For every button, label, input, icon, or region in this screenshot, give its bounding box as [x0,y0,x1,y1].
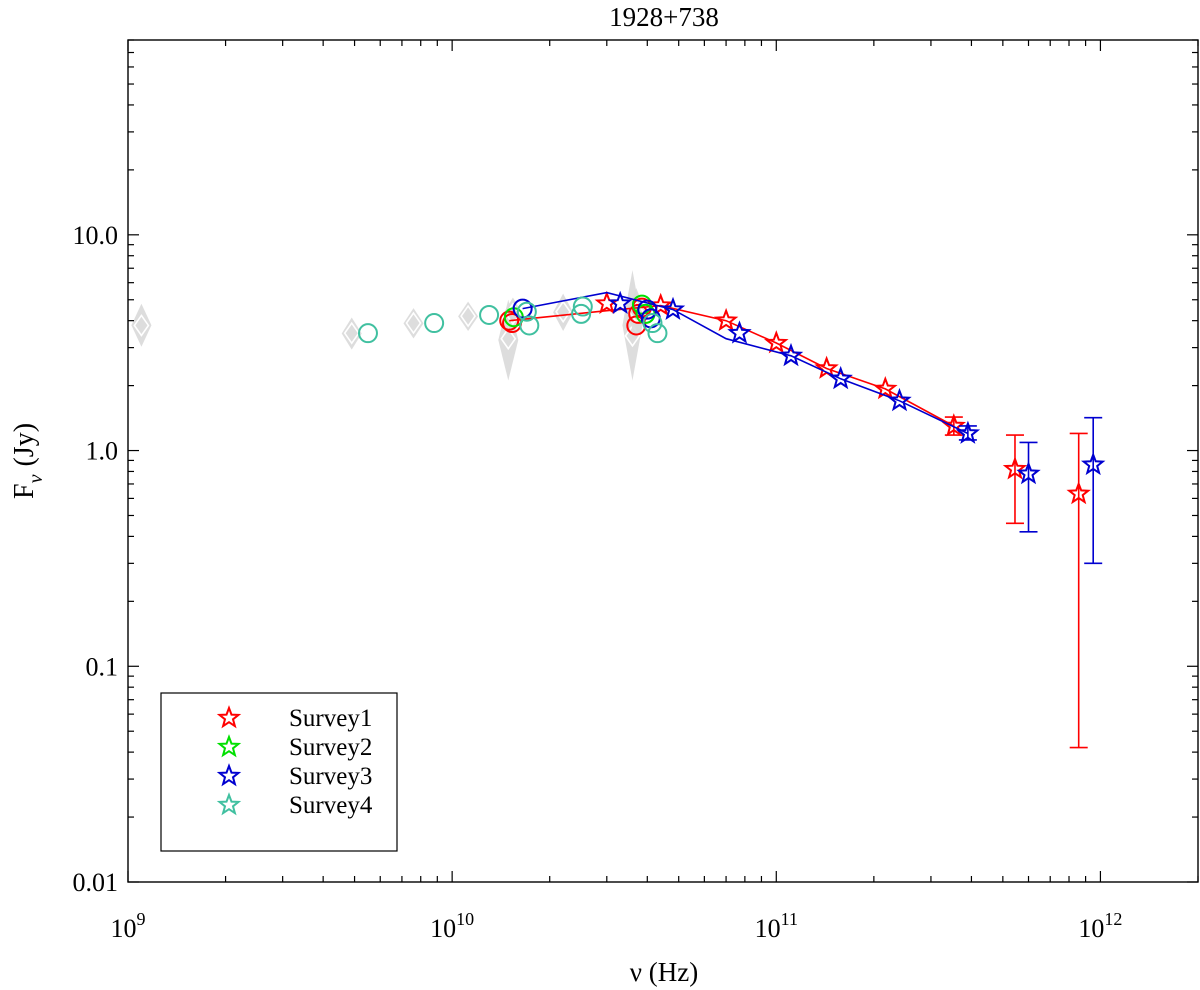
x-tick-label-exponent: 12 [1104,909,1122,929]
star-point-Survey1 [873,376,898,400]
reference-diamond-mark [460,304,477,328]
star-point-Survey3 [778,342,804,367]
reference-range-mark [131,303,152,347]
reference-range-mark [458,301,479,332]
legend-marker-Survey4 [216,792,242,816]
y-tick-label: 10.0 [73,221,119,250]
star-point-Survey1 [713,307,739,332]
star-point-Survey1 [1066,480,1091,505]
circle-point-Survey3 [637,299,658,320]
x-tick-label: 1012 [1078,909,1122,943]
legend-label-Survey4: Survey4 [289,792,373,819]
x-tick-label-base: 10 [430,914,456,943]
circle-point-Survey4 [519,315,540,336]
legend-marker-Survey2 [216,734,242,758]
x-tick-label: 1010 [430,909,474,943]
reference-diamond-mark [405,311,422,335]
x-tick-label-base: 10 [111,914,137,943]
star-point-Survey3 [828,365,853,390]
star-point-Survey3 [727,320,752,344]
circle-point-Survey4 [516,301,537,322]
circle-point-Survey4 [642,313,663,334]
circle-point-Survey4 [571,303,592,324]
y-axis-label-text: Fν (Jy) [9,423,47,499]
x-tick-label-exponent: 11 [781,909,798,929]
circle-point-Survey4 [357,323,378,344]
circle-point-Survey4 [479,304,500,325]
x-axis-label: ν (Hz) [630,957,698,987]
legend-label-Survey2: Survey2 [289,734,372,761]
reference-range-mark [341,317,362,350]
y-axis-label-sub: ν [25,474,47,483]
star-point-Survey1 [1002,456,1028,480]
reference-range-mark [553,293,574,332]
x-tick-label: 109 [111,909,146,943]
plot-marks [131,270,1106,749]
circle-point-Survey4 [572,296,593,317]
reference-range-mark [403,308,424,339]
reference-diamond-mark [555,300,572,324]
star-point-Survey3 [955,420,981,444]
legend-marker-Survey3 [216,763,242,787]
y-axis-label: Fν (Jy) [9,423,47,499]
legend-label-Survey3: Survey3 [289,763,372,790]
circle-point-Survey1 [499,310,520,331]
star-point-Survey3 [660,296,686,321]
star-point-Survey1 [764,330,789,354]
y-tick-label: 0.01 [73,868,119,897]
x-tick-label-base: 10 [755,914,781,943]
legend-label-Survey1: Survey1 [289,705,372,732]
x-tick-label-exponent: 9 [137,909,146,929]
x-tick-label-exponent: 10 [456,909,474,929]
x-tick-label-base: 10 [1078,914,1104,943]
y-tick-label: 0.1 [86,652,119,681]
star-point-Survey3 [607,290,633,315]
circle-point-Survey4 [647,323,668,344]
circle-point-Survey3 [512,298,533,319]
y-tick-label: 1.0 [86,437,119,466]
legend-box [160,692,398,852]
star-point-Survey3 [1080,451,1106,476]
reference-diamond-mark [343,321,360,345]
circle-point-Survey4 [424,313,445,334]
reference-diamond-mark [500,327,517,351]
x-tick-label: 1011 [755,909,798,943]
star-point-Survey3 [887,387,912,412]
reference-diamond-mark [133,314,150,337]
y-axis-label-main: F [9,483,40,499]
legend-marker-Survey1 [216,705,242,729]
chart-title: 1928+738 [609,2,719,32]
star-point-Survey3 [1016,460,1041,485]
y-axis-label-unit: (Jy) [9,423,40,467]
